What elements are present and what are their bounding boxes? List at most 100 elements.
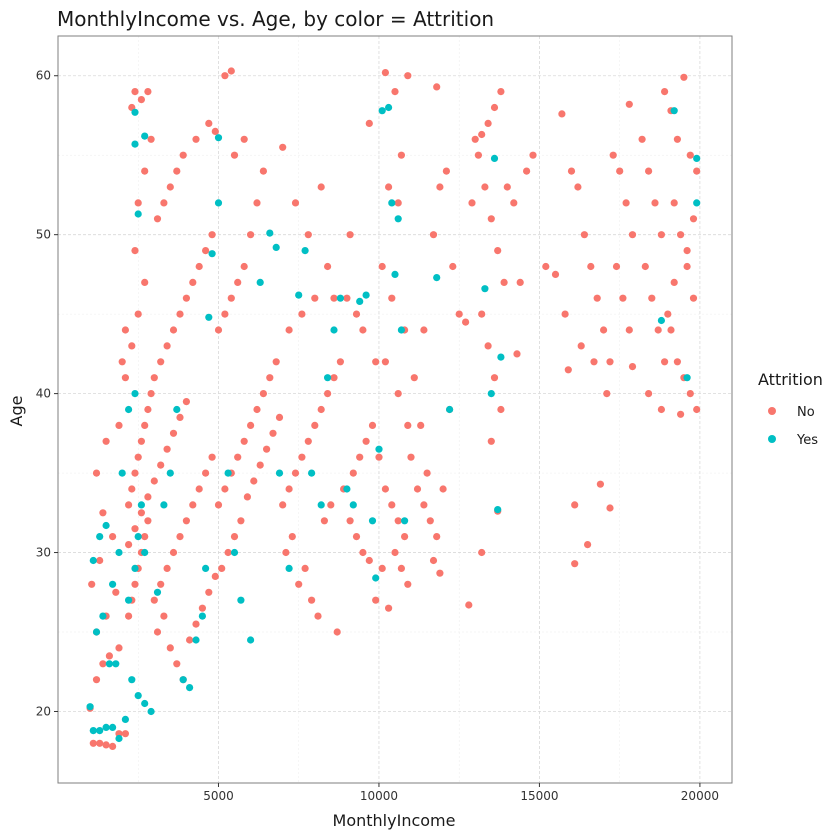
- data-point: [343, 294, 351, 302]
- data-point: [295, 291, 303, 299]
- data-point: [96, 556, 104, 565]
- data-point: [442, 167, 450, 175]
- data-point: [88, 580, 96, 588]
- data-point: [134, 453, 142, 461]
- data-point: [288, 533, 296, 541]
- data-point: [269, 429, 277, 437]
- data-point: [542, 262, 550, 271]
- data-point: [471, 135, 479, 143]
- data-point: [279, 143, 287, 151]
- data-point: [279, 501, 287, 509]
- data-point: [603, 390, 611, 398]
- data-point: [166, 644, 174, 652]
- data-point: [92, 676, 101, 684]
- data-point: [176, 413, 184, 421]
- data-point: [141, 278, 149, 286]
- data-point: [247, 636, 255, 644]
- data-point: [202, 564, 210, 573]
- data-point: [324, 262, 332, 271]
- data-point: [385, 103, 393, 112]
- data-point: [397, 326, 405, 334]
- data-point: [372, 596, 380, 604]
- data-point: [150, 477, 158, 485]
- data-point: [394, 517, 402, 525]
- data-point: [202, 469, 210, 477]
- data-point: [561, 310, 569, 318]
- data-point: [606, 358, 614, 366]
- data-point: [670, 278, 678, 286]
- data-point: [571, 560, 579, 568]
- data-point: [609, 151, 617, 159]
- data-point: [352, 533, 361, 541]
- data-point: [118, 469, 126, 477]
- data-point: [433, 274, 441, 282]
- data-point: [346, 231, 354, 239]
- data-point: [490, 374, 499, 382]
- data-point: [487, 215, 495, 223]
- data-point: [214, 326, 223, 334]
- data-point: [259, 167, 267, 175]
- x-tick-label: 15000: [520, 789, 558, 803]
- data-point: [160, 612, 168, 620]
- data-point: [173, 660, 181, 668]
- data-point: [397, 151, 405, 159]
- data-point: [192, 620, 200, 628]
- data-point: [420, 501, 428, 509]
- data-point: [275, 413, 284, 421]
- data-point: [163, 564, 171, 573]
- data-point: [436, 569, 444, 577]
- data-point: [192, 135, 200, 143]
- data-point: [163, 445, 171, 453]
- data-point: [567, 167, 576, 175]
- data-point: [352, 310, 361, 318]
- data-point: [195, 262, 203, 271]
- data-point: [134, 533, 142, 541]
- data-point: [192, 636, 200, 644]
- data-point: [683, 262, 691, 271]
- data-point: [481, 285, 489, 293]
- data-point: [423, 469, 431, 477]
- legend-label: No: [797, 405, 815, 420]
- data-point: [141, 699, 149, 708]
- data-point: [263, 445, 271, 453]
- data-point: [275, 469, 284, 477]
- data-point: [115, 644, 123, 652]
- data-point: [141, 167, 149, 175]
- data-point: [182, 398, 190, 406]
- data-point: [500, 278, 508, 286]
- data-point: [169, 429, 178, 437]
- data-point: [619, 294, 627, 302]
- data-point: [272, 358, 280, 366]
- data-point: [144, 88, 152, 96]
- data-point: [606, 504, 614, 512]
- data-points: [86, 67, 701, 751]
- data-point: [160, 501, 168, 509]
- data-point: [487, 390, 495, 398]
- data-point: [86, 703, 94, 711]
- data-point: [144, 405, 152, 414]
- data-point: [176, 533, 184, 541]
- data-point: [115, 421, 123, 429]
- data-point: [195, 485, 203, 493]
- data-point: [551, 270, 560, 278]
- data-point: [173, 167, 181, 175]
- data-point: [571, 501, 579, 509]
- data-point: [272, 243, 280, 251]
- data-point: [266, 374, 274, 382]
- data-point: [304, 231, 312, 239]
- data-point: [413, 485, 422, 493]
- data-point: [125, 612, 133, 620]
- y-tick-label: 60: [36, 69, 51, 83]
- data-point: [628, 231, 637, 239]
- data-point: [385, 604, 393, 612]
- data-point: [433, 83, 441, 91]
- data-point: [686, 390, 694, 398]
- data-point: [375, 445, 383, 453]
- data-point: [298, 310, 306, 318]
- data-point: [645, 167, 653, 175]
- data-point: [128, 342, 136, 350]
- data-point: [311, 294, 319, 302]
- data-point: [333, 628, 341, 636]
- data-point: [362, 437, 370, 445]
